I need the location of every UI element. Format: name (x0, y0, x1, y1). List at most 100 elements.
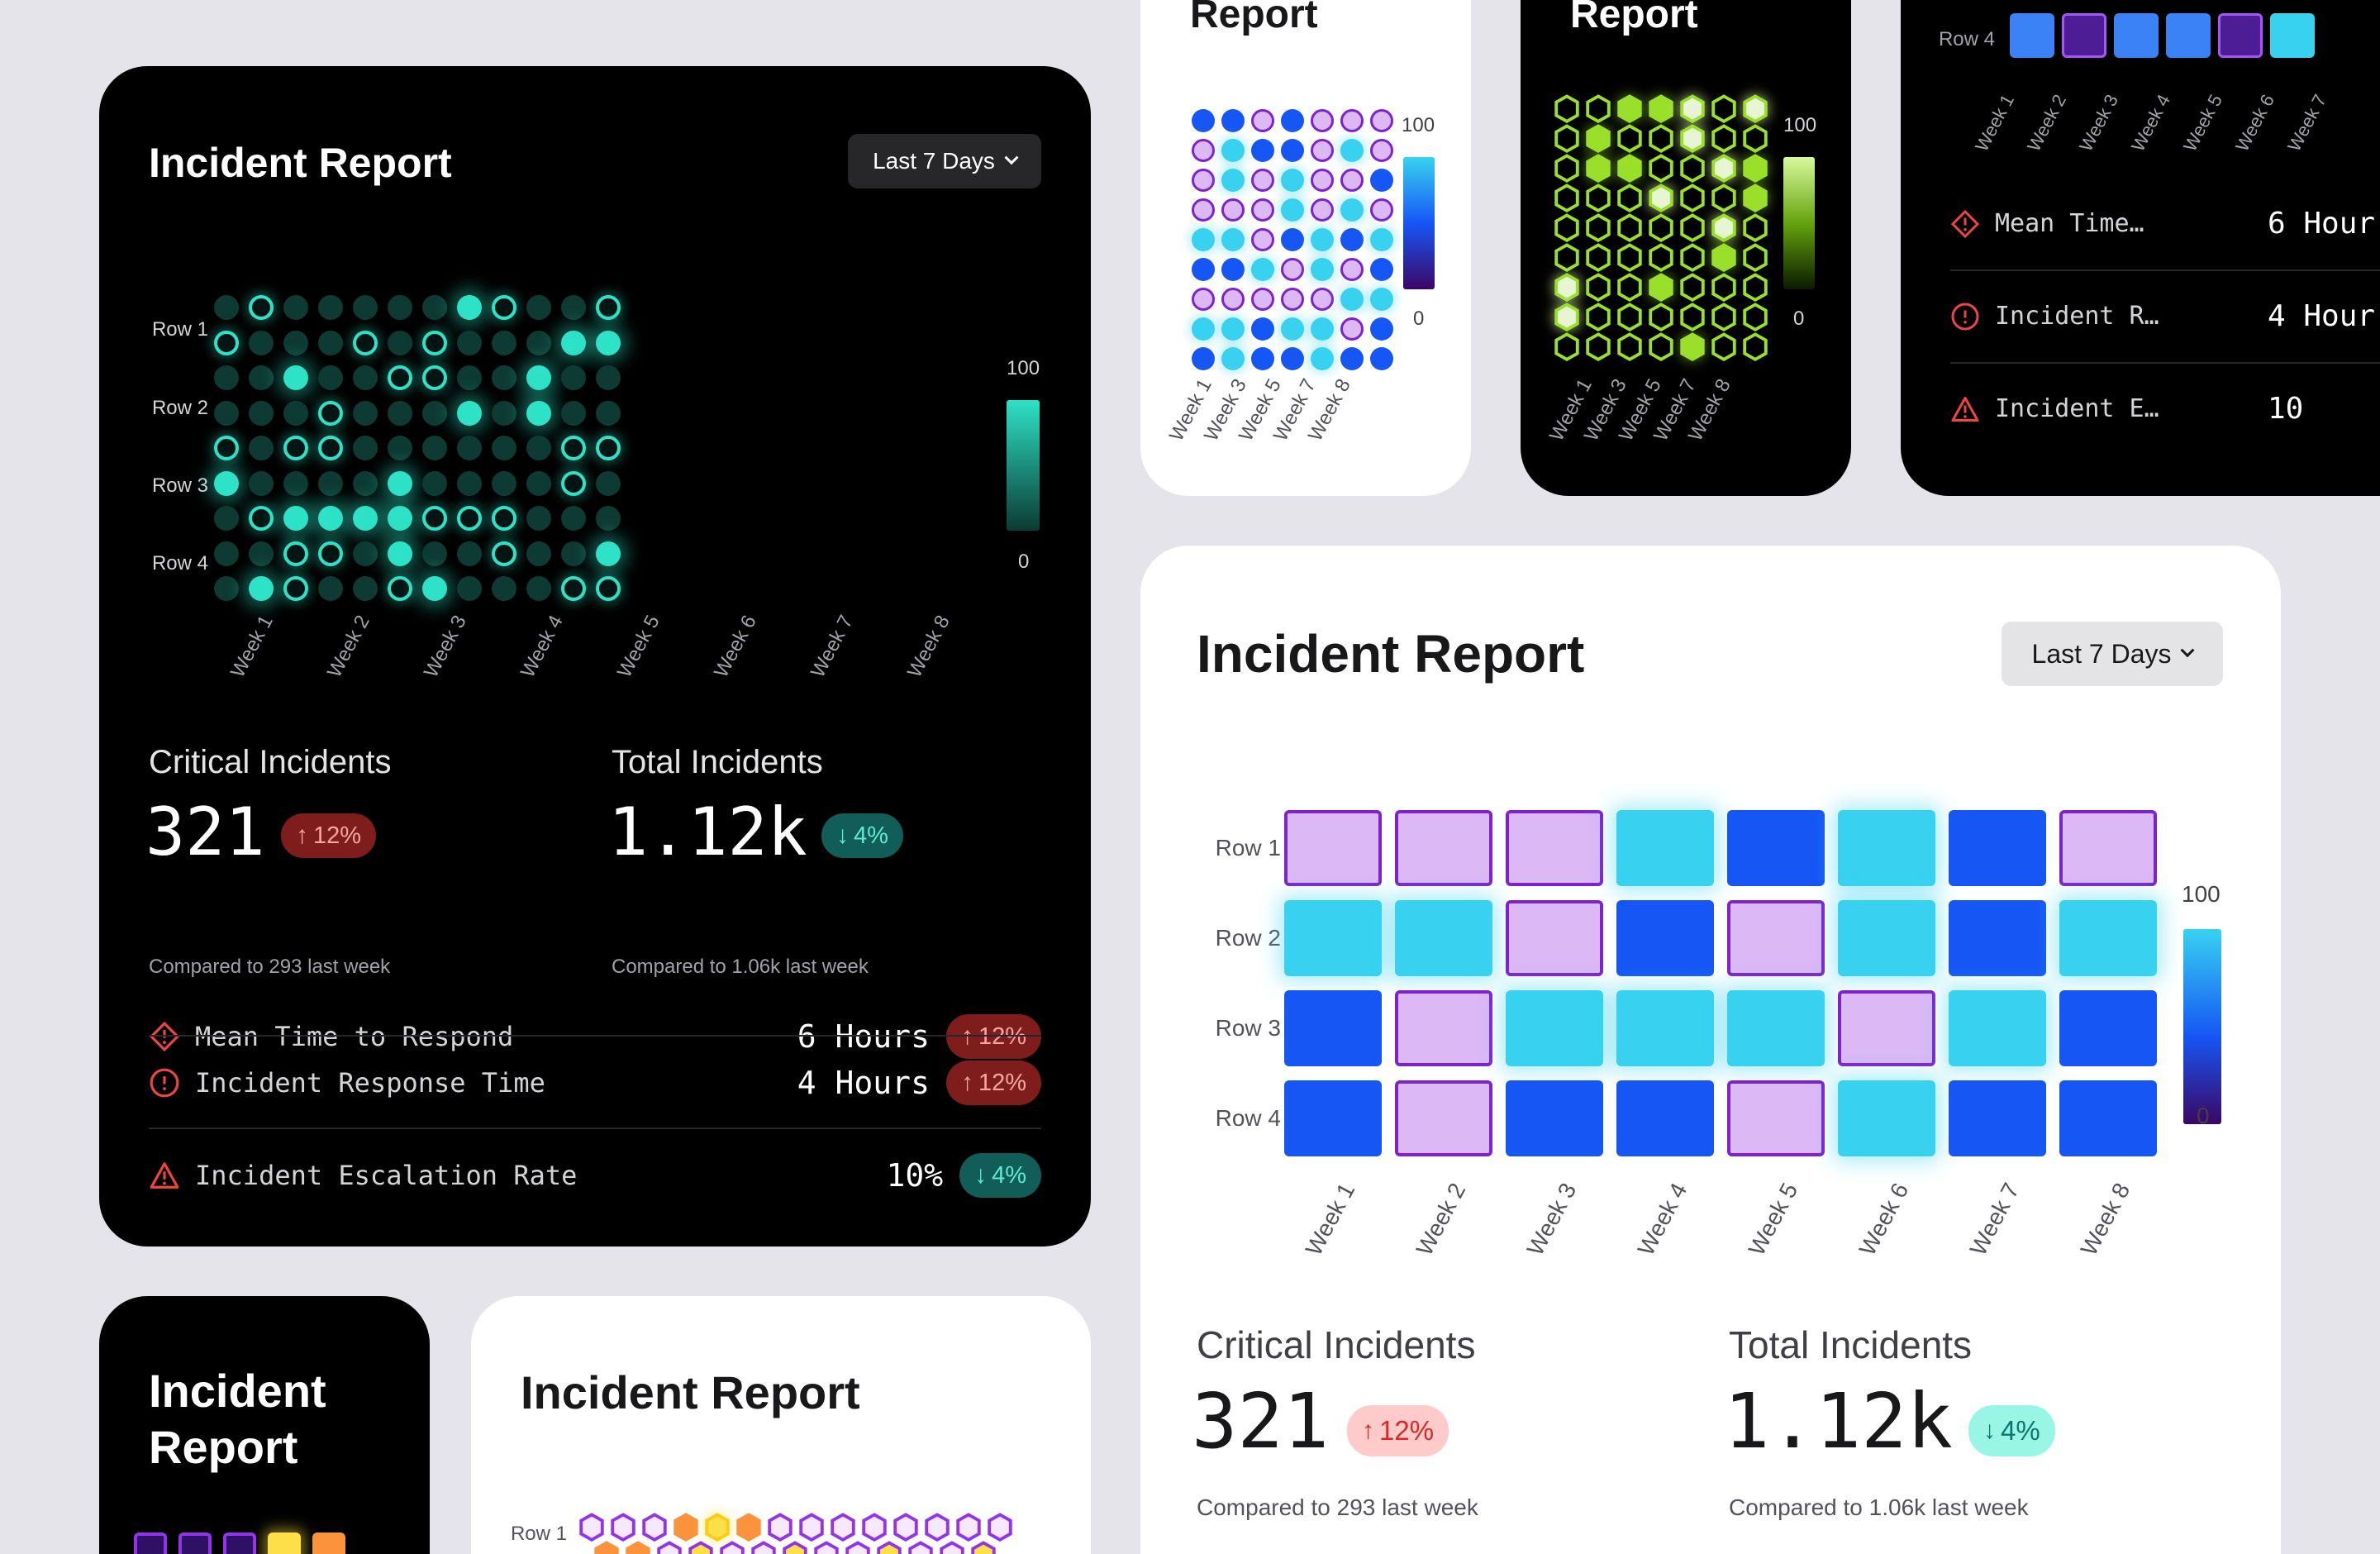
heat-dot (353, 470, 378, 496)
hex-cell (1586, 273, 1611, 302)
heat-dot (249, 436, 274, 460)
heat-dot (422, 400, 447, 426)
heat-dot (1221, 288, 1245, 311)
heat-cell (1727, 1080, 1825, 1156)
heat-cell (1616, 900, 1714, 976)
heat-dot (1281, 347, 1304, 370)
heat-cell (2059, 1080, 2157, 1156)
heat-cell (1395, 1080, 1492, 1156)
arrow-down-icon: ↓ (1983, 1417, 1996, 1444)
total-compare-text: Compared to 1.06k last week (1729, 1494, 2029, 1520)
heat-cell (1616, 990, 1714, 1066)
heat-dot (214, 400, 239, 426)
arrow-up-icon: ↑ (296, 822, 308, 849)
square-heatmap-narrow (99, 1296, 430, 1554)
heat-dot (214, 330, 239, 355)
hex-cell (768, 1513, 793, 1542)
hex-cell (1554, 273, 1579, 302)
total-compare-text: Compared to 1.06k last week (612, 956, 869, 978)
heat-dot (214, 506, 239, 531)
hex-cell (1649, 124, 1673, 153)
hex-cell (579, 1513, 604, 1542)
heat-cell (1284, 810, 1382, 886)
heat-dot (1192, 139, 1215, 162)
hex-cell (1680, 243, 1705, 272)
hex-cell (845, 1541, 870, 1554)
critical-compare-text: Compared to 293 last week (1197, 1494, 1478, 1520)
heat-cell (1949, 900, 2046, 976)
heat-dot (214, 541, 239, 566)
total-change-badge: ↓ 4% (1968, 1405, 2055, 1456)
heat-dot (1281, 228, 1304, 251)
hex-cell (988, 1513, 1012, 1542)
heat-dot (283, 541, 308, 566)
heat-dot (353, 506, 378, 531)
hex-cell (736, 1513, 761, 1542)
heat-dot (596, 470, 621, 496)
row-label: Row 4 (151, 552, 208, 574)
hex-heatmap-yellow (471, 1296, 1091, 1554)
hex-cell (1586, 154, 1611, 183)
critical-incidents-value: 321 (1192, 1377, 1330, 1466)
heat-dot (422, 330, 447, 355)
heat-dot (1370, 169, 1393, 192)
heat-dot (596, 436, 621, 460)
heat-dot (1281, 139, 1304, 162)
hex-cell (1649, 273, 1673, 302)
heat-dot (1370, 228, 1393, 251)
week-label: Week 4 (1632, 1179, 1692, 1260)
row-label: Row 1 (1215, 835, 1281, 860)
date-range-dropdown[interactable]: Last 7 Days (848, 134, 1041, 188)
heat-cell (312, 1533, 345, 1554)
heat-dot (526, 470, 551, 496)
heat-dot (353, 436, 378, 460)
hex-cell (1680, 124, 1705, 153)
divider (1950, 362, 2380, 364)
card-title-line2: Report (149, 1421, 298, 1473)
heat-dot (1340, 347, 1364, 370)
date-range-dropdown[interactable]: Last 7 Days (2002, 622, 2223, 686)
critical-incidents-label: Critical Incidents (149, 744, 392, 780)
heat-dot (1281, 198, 1304, 222)
heat-dot (1340, 198, 1364, 222)
warning-diamond-icon (1950, 209, 1980, 238)
heat-dot (249, 365, 274, 390)
heat-dot (1281, 109, 1304, 132)
heat-dot (1340, 228, 1364, 251)
heat-dot (561, 365, 586, 390)
hex-cell (1743, 332, 1768, 361)
heat-dot (1192, 228, 1215, 251)
hex-cell (1586, 332, 1611, 361)
hex-cell (1711, 154, 1736, 183)
heat-dot (318, 506, 343, 531)
heat-dot (1251, 109, 1274, 132)
heat-dot (457, 470, 482, 496)
heat-dot (1192, 169, 1215, 192)
legend-min: 0 (1413, 307, 1425, 330)
week-label: Week 7 (807, 612, 858, 682)
heat-dot (318, 365, 343, 390)
critical-compare-text: Compared to 293 last week (149, 956, 391, 978)
legend-gradient (1403, 157, 1435, 289)
heat-dot (1311, 228, 1334, 251)
hex-cell (705, 1513, 730, 1542)
heat-cell (2062, 13, 2106, 58)
heat-cell (1838, 810, 1935, 886)
legend-min: 0 (1018, 551, 1030, 573)
critical-change-value: 12% (313, 822, 362, 849)
divider (1950, 269, 2380, 271)
heat-dot (388, 436, 412, 460)
heat-cell (1949, 1080, 2046, 1156)
incident-report-card-light: Incident Report Last 7 Days Row 1 Row 2 … (1140, 546, 2281, 1554)
heat-dot (249, 506, 274, 531)
hex-cell (1554, 94, 1579, 123)
heat-dot (1221, 347, 1245, 370)
hex-cell (1554, 303, 1579, 331)
heat-dot (492, 365, 516, 390)
heat-dot (526, 436, 551, 460)
heat-cell (1284, 990, 1382, 1066)
heat-cell (1506, 900, 1603, 976)
heat-dot (1281, 317, 1304, 341)
card-title-partial: Report (1190, 0, 1318, 36)
hex-cell (1680, 213, 1705, 242)
